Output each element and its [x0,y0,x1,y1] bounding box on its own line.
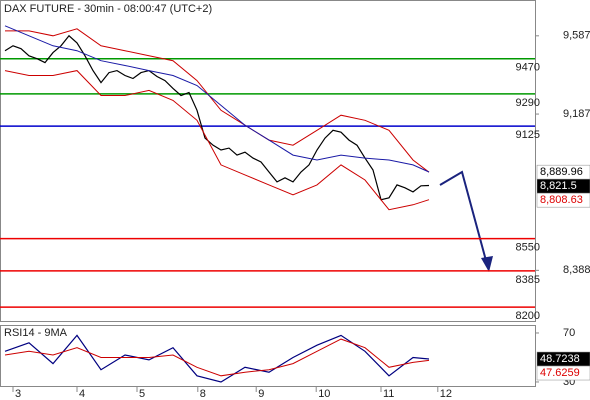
level-label: 8550 [516,242,540,254]
price-tag: 8,889.96 [540,166,583,178]
y-tick-label: 70 [563,327,575,339]
forecast-arrow [439,170,489,269]
rsi-panel [0,325,536,387]
price-tag: 8,821.5 [540,180,577,192]
level-label: 8385 [516,274,540,286]
level-label: 9470 [516,62,540,74]
series-line [4,34,430,201]
x-tick-label: 12 [440,388,452,400]
price-tag: 8,808.63 [540,194,583,206]
series-line [4,25,430,173]
level-label: 9290 [516,97,540,109]
y-tick-label: 9,187 [563,108,590,120]
y-tick-label: 8,388 [563,264,590,276]
price-tag-box [536,192,590,208]
price-tag-box [536,365,590,381]
x-tick-label: 8 [200,388,206,400]
price-panel [0,0,536,322]
series-line [4,334,430,383]
x-tick-label: 3 [15,388,21,400]
y-tick-label: 9,587 [563,30,590,42]
level-label: 9125 [516,129,540,141]
chart-title: DAX FUTURE - 30min - 08:00:47 (UTC+2) [4,3,212,15]
arrow-head [481,256,493,272]
price-tag: 47.6259 [540,367,580,379]
x-tick-label: 4 [79,388,85,400]
series-line [4,338,430,377]
price-tag: 48.7238 [540,353,580,365]
x-tick-label: 10 [318,388,330,400]
series-line [5,28,430,173]
x-tick-label: 11 [383,388,394,400]
x-tick-label: 5 [139,388,145,400]
rsi-title: RSI14 - 9MA [4,327,68,339]
level-label: 8200 [516,310,540,322]
x-tick-label: 9 [258,388,264,400]
series-line [4,70,430,211]
